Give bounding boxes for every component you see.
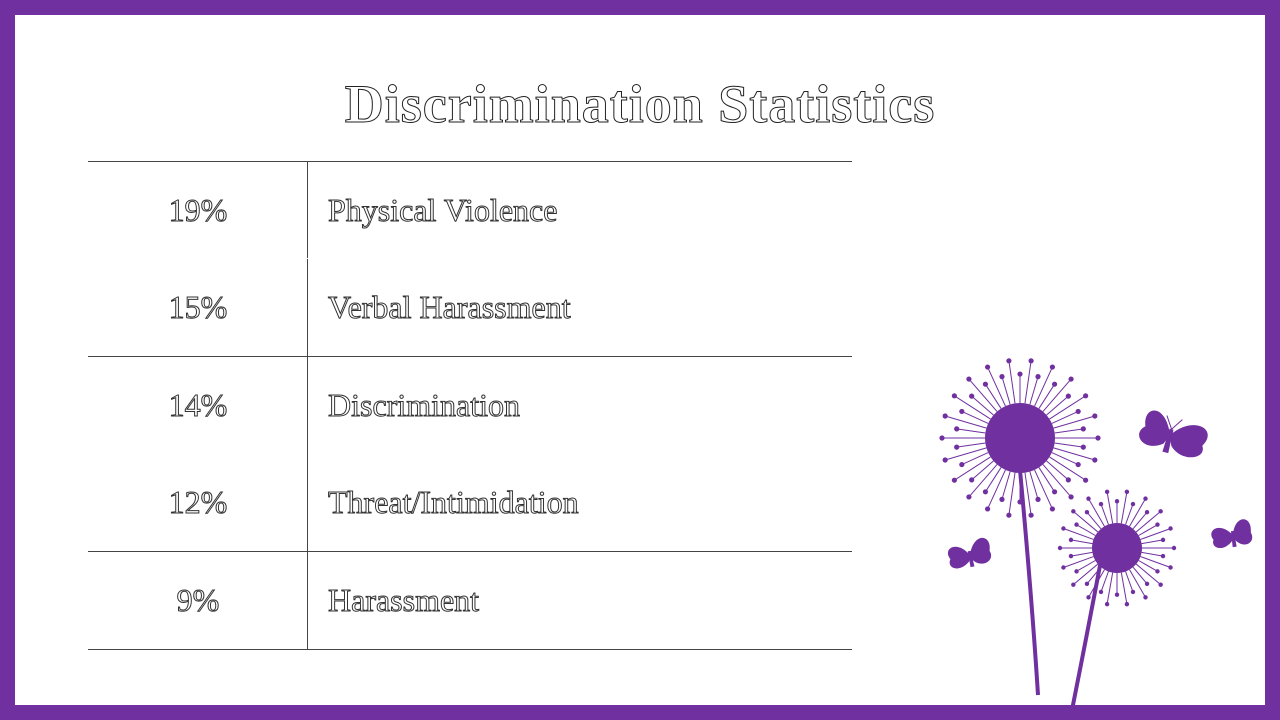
row-label: Discrimination [328,387,521,424]
butterfly-icon [1211,519,1253,548]
row-percent: 14% [168,387,228,424]
table-row: 19% Physical Violence [88,162,852,259]
table-row: 9% Harassment [88,552,852,649]
row-label: Threat/Intimidation [328,484,580,521]
row-percent: 12% [168,484,228,521]
dandelion-decoration [939,358,1253,705]
row-percent: 19% [168,192,228,229]
row-label: Harassment [327,582,480,619]
column-divider [307,552,308,649]
row-label: Verbal Harassment [328,289,572,326]
dandelion-icon [939,358,1101,518]
table-top-border [88,161,852,162]
butterfly-icon [1139,410,1208,458]
table-row: 14% Discrimination [88,357,852,454]
slide-title: Discrimination Statistics [344,74,936,135]
table-divider [88,356,852,357]
dandelion-stem [1018,469,1040,696]
dandelion-icon [1057,489,1177,607]
table-divider [88,551,852,552]
table-row: 15% Verbal Harassment [88,259,852,356]
column-divider [307,259,308,551]
row-percent: 9% [176,582,220,619]
column-divider [307,161,308,258]
table-row: 12% Threat/Intimidation [88,454,852,551]
butterfly-icon [948,537,991,569]
row-label: Physical Violence [327,192,558,229]
stats-table: 19% Physical Violence 15% Verbal Harassm… [88,161,852,650]
table-bottom-border [88,649,852,650]
row-percent: 15% [168,289,228,326]
dandelion-stem [1070,554,1104,705]
